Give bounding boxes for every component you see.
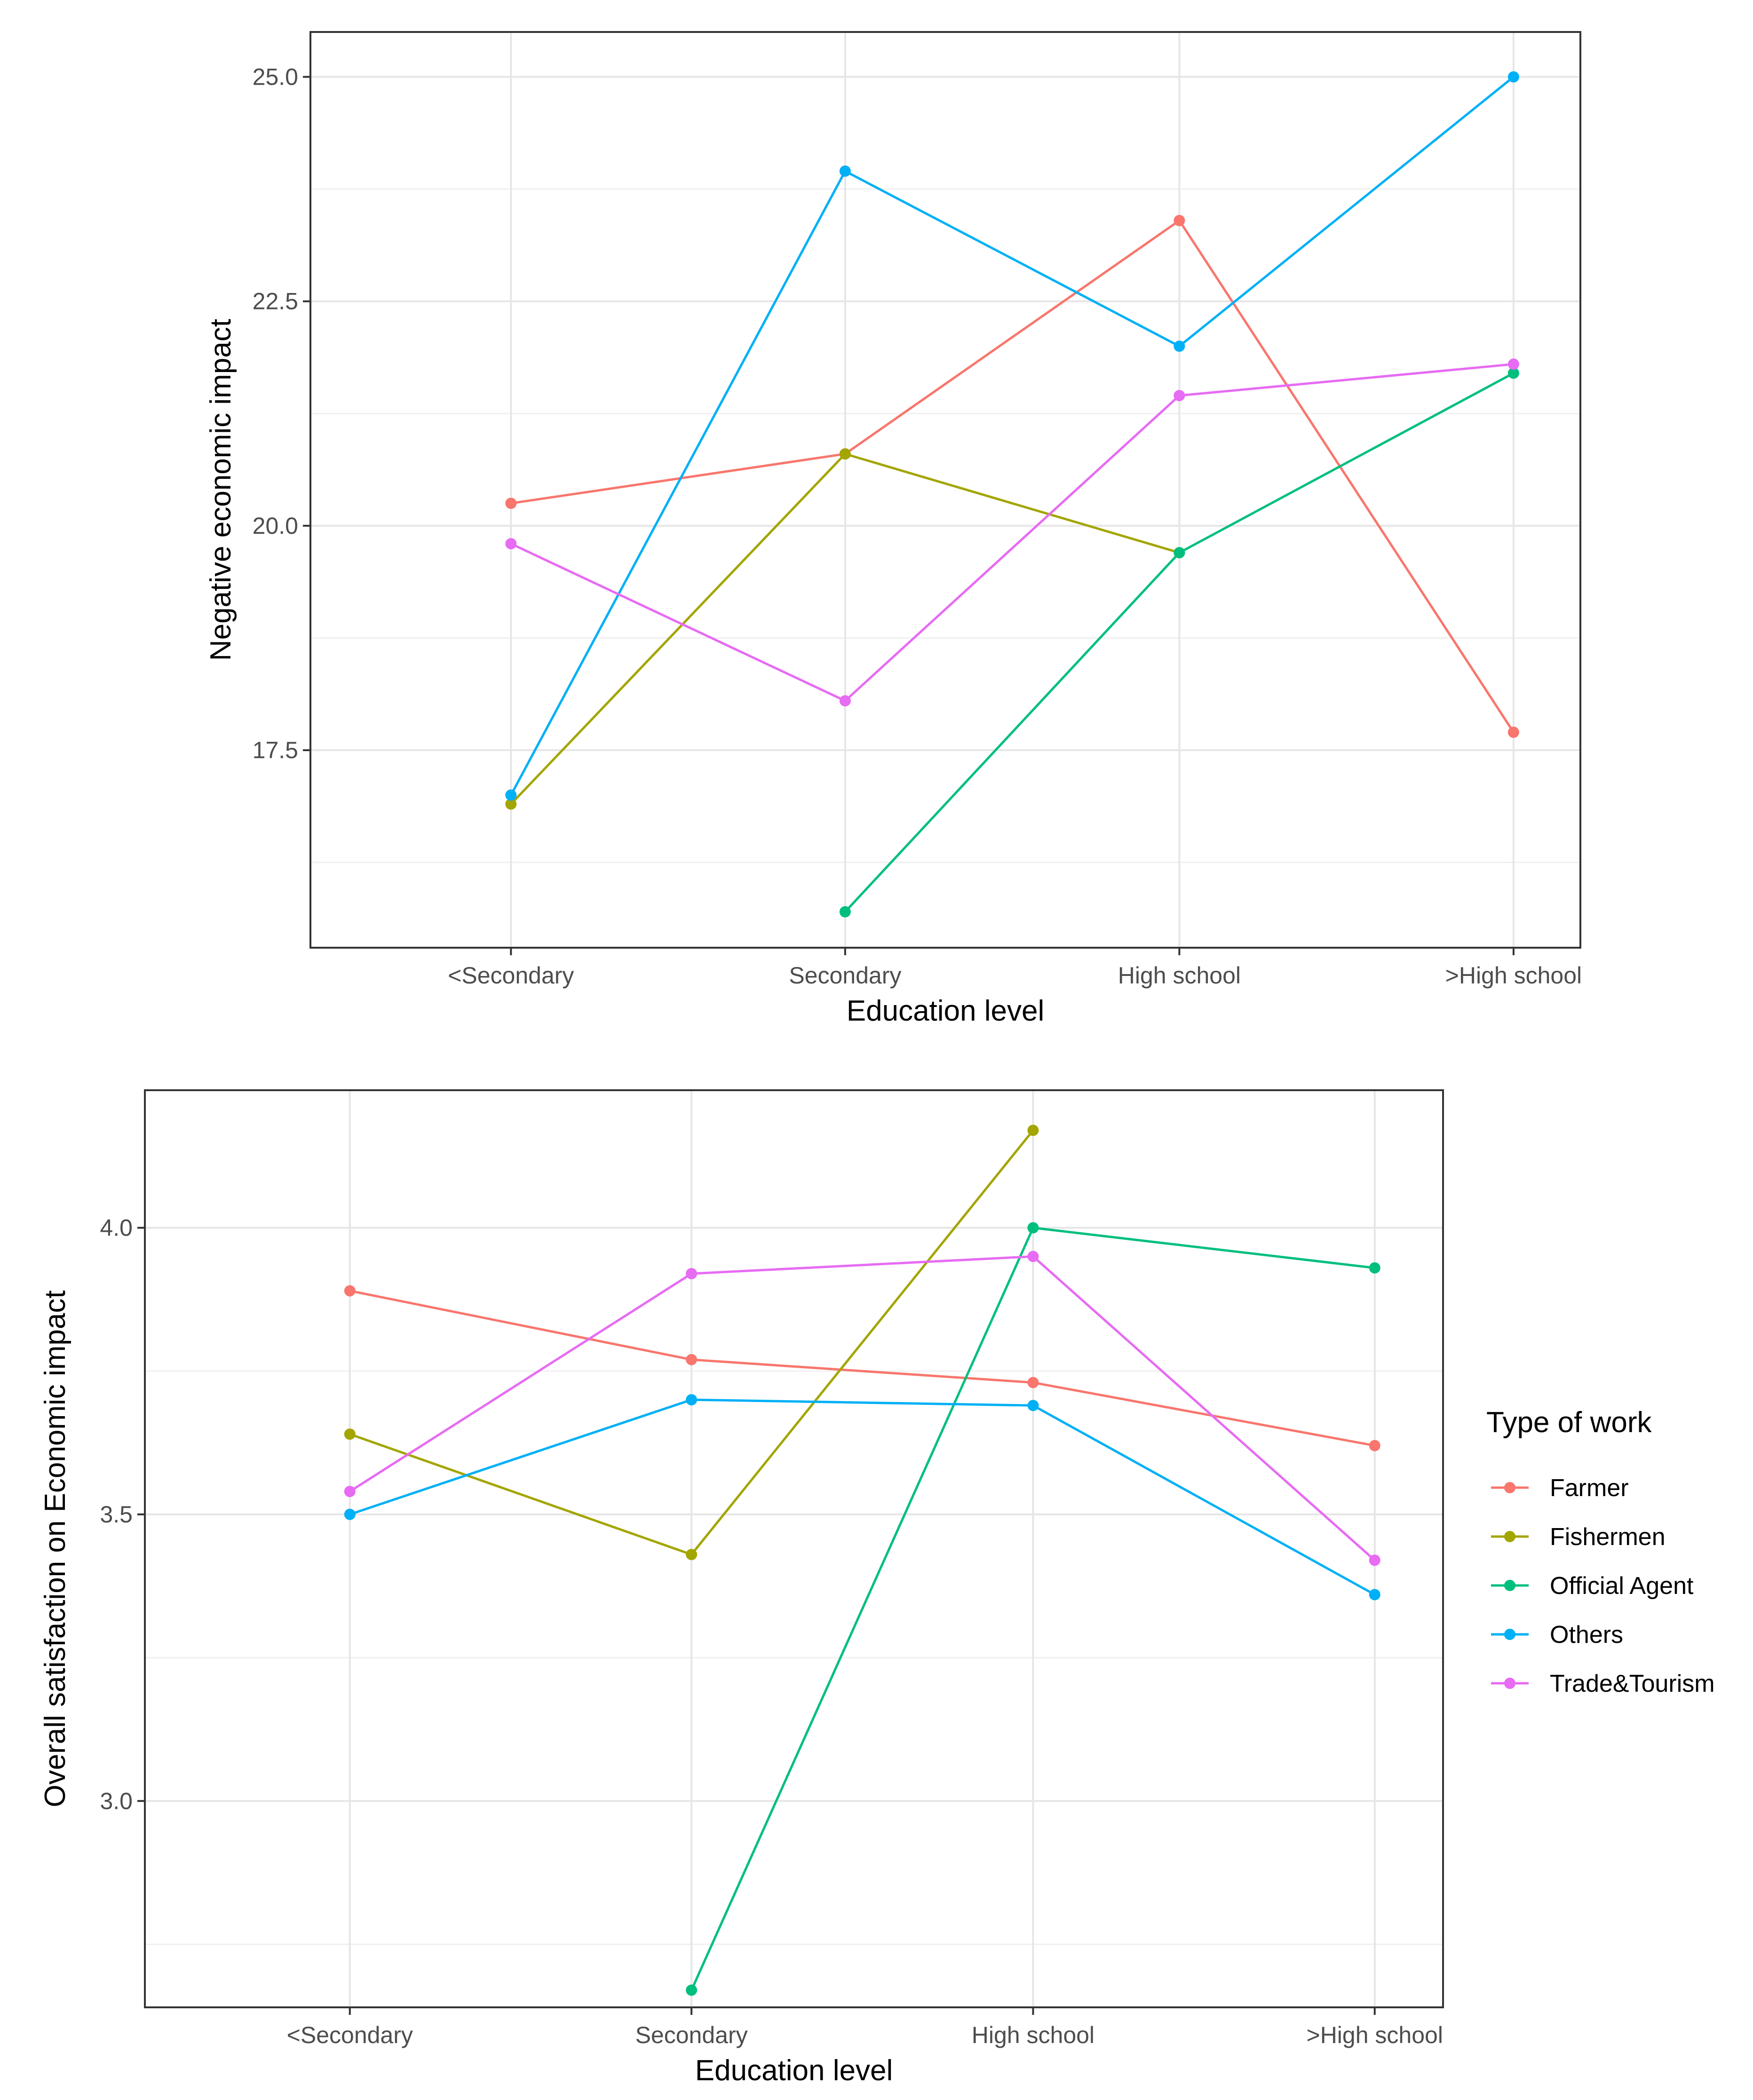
- y-axis-title: Overall satisfaction on Economic impact: [39, 1290, 71, 1807]
- legend-key-point: [1504, 1482, 1515, 1493]
- legend-label: Farmer: [1550, 1474, 1629, 1502]
- legend-item-farmer: Farmer: [1491, 1474, 1629, 1502]
- data-point-official-agent: [1507, 367, 1519, 379]
- data-point-others: [839, 165, 851, 177]
- series-line-farmer: [510, 219, 1515, 733]
- data-point-others: [344, 1508, 356, 1520]
- data-point-fishermen: [686, 1549, 698, 1561]
- data-point-farmer: [1507, 726, 1519, 738]
- data-point-trade-tourism: [1507, 358, 1519, 370]
- legend-item-others: Others: [1491, 1621, 1623, 1648]
- data-point-trade-tourism: [1027, 1251, 1039, 1262]
- data-point-fishermen: [344, 1428, 356, 1440]
- legend-label: Official Agent: [1550, 1572, 1694, 1600]
- data-point-trade-tourism: [1369, 1554, 1380, 1566]
- series-line-others: [510, 76, 1515, 796]
- data-point-trade-tourism: [1174, 390, 1185, 402]
- x-tick-label: <Secondary: [448, 962, 574, 989]
- data-point-trade-tourism: [505, 538, 517, 550]
- data-point-farmer: [1174, 214, 1185, 226]
- data-point-fishermen: [505, 798, 517, 810]
- y-tick-label: 20.0: [253, 513, 298, 539]
- data-point-others: [1369, 1589, 1380, 1601]
- data-point-farmer: [505, 498, 517, 509]
- x-tick-label: >High school: [1307, 2022, 1443, 2048]
- data-point-trade-tourism: [344, 1486, 356, 1498]
- data-point-fishermen: [1027, 1125, 1039, 1136]
- data-point-trade-tourism: [686, 1268, 698, 1279]
- data-point-official-agent: [1174, 547, 1185, 559]
- x-tick-label: Secondary: [789, 962, 901, 989]
- y-tick-label: 17.5: [253, 737, 298, 763]
- data-point-official-agent: [686, 1984, 698, 1996]
- x-axis-title: Education level: [847, 995, 1045, 1027]
- x-tick-label: <Secondary: [287, 2022, 413, 2048]
- legend-title: Type of work: [1486, 1406, 1652, 1439]
- legend-item-fishermen: Fishermen: [1491, 1523, 1666, 1551]
- y-axis-title: Negative economic impact: [205, 319, 237, 661]
- data-point-farmer: [686, 1354, 698, 1365]
- data-point-trade-tourism: [839, 695, 851, 707]
- series-line-farmer: [349, 1290, 1375, 1447]
- legend: Type of work Farmer Fishermen Official Agen…: [1486, 1406, 1715, 1697]
- y-tick-label: 25.0: [253, 63, 298, 90]
- legend-label: Fishermen: [1550, 1523, 1666, 1551]
- legend-item-trade-tourism: Trade&Tourism: [1491, 1670, 1715, 1697]
- top-chart: 17.5 20.0 22.5 25.0 <Secondary Secondary High …: [205, 31, 1582, 1027]
- bottom-chart: 3.0 3.5 4.0 <Secondary Secondary High school >…: [39, 1089, 1444, 2087]
- data-point-farmer: [344, 1285, 356, 1297]
- x-tick-label: Secondary: [635, 2022, 748, 2048]
- data-point-farmer: [1369, 1440, 1380, 1451]
- x-tick-label: High school: [1118, 962, 1241, 989]
- data-point-official-agent: [1027, 1222, 1039, 1234]
- y-tick-label: 4.0: [100, 1215, 133, 1241]
- series-line-trade-tourism: [510, 363, 1514, 703]
- data-point-farmer: [1027, 1377, 1039, 1388]
- legend-label: Others: [1550, 1621, 1623, 1648]
- legend-key-point: [1504, 1678, 1515, 1689]
- data-point-official-agent: [839, 906, 851, 918]
- data-point-others: [1507, 71, 1519, 83]
- legend-key-point: [1504, 1531, 1515, 1542]
- y-tick-label: 3.5: [100, 1501, 133, 1528]
- y-tick-label: 3.0: [100, 1788, 133, 1814]
- x-axis-title: Education level: [695, 2054, 893, 2087]
- data-point-others: [1027, 1400, 1039, 1411]
- legend-key-point: [1504, 1629, 1515, 1640]
- series-line-others: [349, 1398, 1375, 1596]
- data-point-others: [1174, 341, 1185, 352]
- legend-label: Trade&Tourism: [1550, 1670, 1715, 1697]
- series-line-trade-tourism: [349, 1255, 1376, 1561]
- y-tick-label: 22.5: [253, 288, 298, 315]
- panel-border: [144, 1089, 1444, 2008]
- x-tick-label: High school: [972, 2022, 1095, 2048]
- data-point-fishermen: [839, 448, 851, 460]
- x-tick-label: >High school: [1445, 962, 1582, 989]
- legend-key-point: [1504, 1580, 1515, 1591]
- data-point-others: [505, 789, 517, 801]
- data-point-official-agent: [1369, 1262, 1380, 1274]
- panel-border: [309, 31, 1581, 949]
- data-point-others: [686, 1394, 698, 1406]
- legend-item-official-agent: Official Agent: [1491, 1572, 1694, 1600]
